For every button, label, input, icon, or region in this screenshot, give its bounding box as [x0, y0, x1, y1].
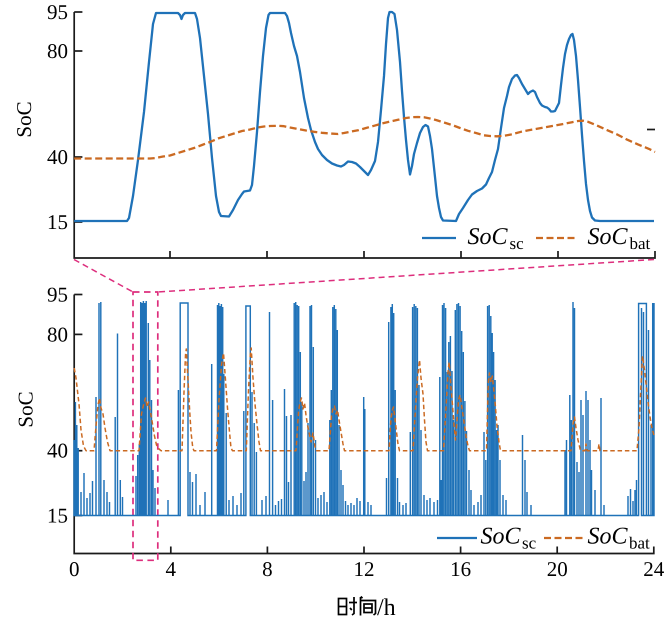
- svg-text:SoC: SoC: [481, 524, 522, 550]
- svg-text:sc: sc: [510, 234, 525, 253]
- svg-text:95: 95: [47, 283, 68, 307]
- svg-text:bat: bat: [629, 534, 650, 553]
- svg-text:sc: sc: [522, 534, 537, 553]
- svg-text:12: 12: [354, 557, 375, 581]
- svg-text:SoC: SoC: [14, 391, 38, 427]
- svg-text:SoC: SoC: [588, 224, 629, 250]
- svg-text:SoC: SoC: [468, 224, 509, 250]
- svg-text:4: 4: [166, 557, 177, 581]
- svg-text:20: 20: [547, 557, 568, 581]
- svg-text:/h: /h: [377, 595, 396, 621]
- svg-text:80: 80: [47, 39, 68, 63]
- svg-text:95: 95: [47, 0, 68, 24]
- svg-text:SoC: SoC: [588, 524, 629, 550]
- svg-text:40: 40: [47, 439, 68, 463]
- svg-text:8: 8: [262, 557, 273, 581]
- svg-text:SoC: SoC: [12, 101, 36, 137]
- svg-text:15: 15: [47, 210, 68, 234]
- svg-text:15: 15: [47, 504, 68, 528]
- svg-text:16: 16: [450, 557, 471, 581]
- svg-text:24: 24: [643, 557, 665, 581]
- svg-text:0: 0: [69, 557, 80, 581]
- svg-text:bat: bat: [630, 234, 651, 253]
- svg-text:80: 80: [47, 322, 68, 346]
- svg-text:40: 40: [47, 145, 68, 169]
